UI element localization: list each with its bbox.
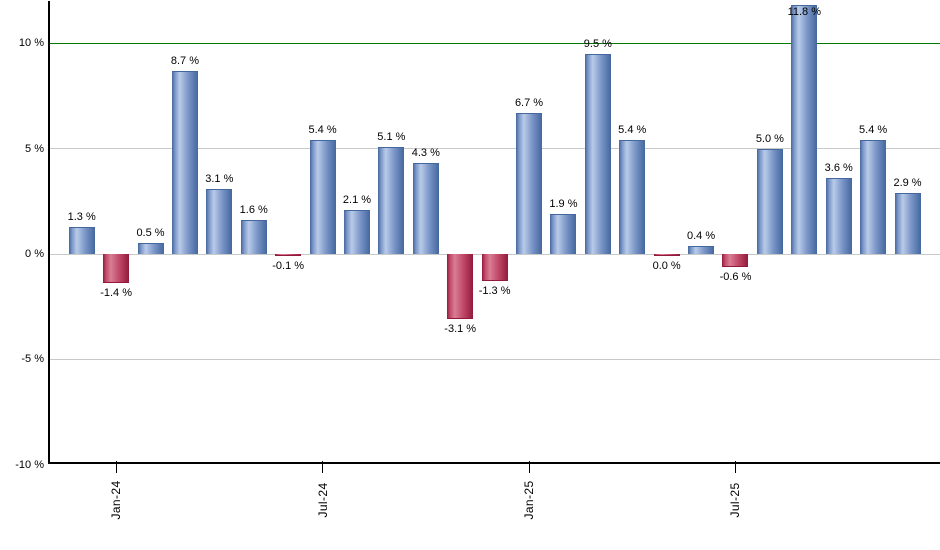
x-tick-label: Jan-25 bbox=[522, 480, 537, 520]
bar-positive bbox=[791, 5, 818, 254]
bar-negative bbox=[447, 254, 474, 320]
bar-positive bbox=[825, 178, 852, 254]
bar-positive bbox=[584, 53, 611, 254]
bar-value-label: 0.4 % bbox=[687, 229, 716, 242]
bar-positive bbox=[206, 188, 233, 254]
bar-positive bbox=[619, 140, 646, 254]
bar-value-label: 1.6 % bbox=[239, 204, 268, 217]
bar-value-label: 9.5 % bbox=[583, 37, 612, 50]
bar-positive bbox=[894, 192, 921, 254]
bar-value-label: 1.9 % bbox=[549, 197, 578, 210]
bar-negative bbox=[103, 254, 130, 284]
y-tick-label: 10 % bbox=[18, 37, 44, 50]
bar-value-label: 8.7 % bbox=[170, 54, 199, 67]
y-tick-label: -10 % bbox=[15, 458, 44, 471]
bar-positive bbox=[412, 163, 439, 254]
threshold-line bbox=[49, 42, 940, 45]
bar-value-label: 11.8 % bbox=[787, 6, 822, 18]
y-tick-label: -5 % bbox=[21, 353, 44, 366]
bar-value-label: 6.7 % bbox=[514, 96, 544, 109]
bar-value-label: 4.3 % bbox=[411, 147, 440, 160]
x-tick bbox=[528, 461, 530, 473]
y-tick-label: 5 % bbox=[25, 142, 44, 155]
bar-value-label: 0.0 % bbox=[652, 259, 681, 272]
x-tick-label: Jan-24 bbox=[109, 480, 124, 520]
bar-positive bbox=[756, 148, 783, 254]
bar-value-label: 5.1 % bbox=[377, 130, 406, 143]
bar-negative bbox=[653, 254, 680, 256]
bar-positive bbox=[688, 245, 715, 254]
bar-positive bbox=[137, 243, 164, 254]
y-axis-line bbox=[48, 1, 50, 464]
bar-value-label: -1.4 % bbox=[100, 287, 132, 300]
bar-positive bbox=[309, 140, 336, 254]
bar-positive bbox=[68, 226, 95, 254]
bar-positive bbox=[516, 112, 543, 254]
y-tick-label: 0 % bbox=[25, 248, 44, 260]
bar-value-label: 3.1 % bbox=[205, 172, 234, 185]
bar-value-label: 5.4 % bbox=[859, 124, 888, 137]
bar-value-label: -1.3 % bbox=[478, 285, 511, 298]
bar-positive bbox=[860, 140, 887, 254]
bar-value-label: 0.5 % bbox=[136, 227, 165, 240]
bar-value-label: 1.3 % bbox=[67, 210, 96, 223]
bar-value-label: 2.1 % bbox=[342, 193, 372, 206]
bar-value-label: 5.0 % bbox=[755, 132, 784, 145]
bar-negative bbox=[481, 254, 508, 282]
bar-positive bbox=[378, 146, 405, 254]
bar-positive bbox=[343, 209, 370, 254]
bar-positive bbox=[171, 70, 198, 254]
bar-negative bbox=[722, 254, 749, 267]
bar-value-label: -3.1 % bbox=[444, 323, 477, 336]
bar-value-label: -0.1 % bbox=[272, 260, 305, 273]
bar-positive bbox=[550, 213, 577, 254]
y-gridline bbox=[49, 148, 940, 150]
y-gridline bbox=[49, 358, 940, 360]
x-tick bbox=[734, 461, 736, 473]
x-tick-label: Jul-24 bbox=[315, 482, 330, 518]
bar-negative bbox=[275, 254, 302, 257]
bar-value-label: -0.6 % bbox=[719, 270, 752, 283]
bar-value-label: 5.4 % bbox=[618, 124, 647, 137]
bar-value-label: 2.9 % bbox=[893, 176, 922, 189]
bar-positive bbox=[240, 220, 267, 254]
x-axis-line bbox=[48, 462, 940, 464]
bar-value-label: 5.4 % bbox=[308, 124, 337, 137]
x-tick bbox=[115, 461, 117, 473]
x-tick bbox=[322, 461, 324, 473]
x-tick-label: Jul-25 bbox=[728, 482, 743, 518]
bar-value-label: 3.6 % bbox=[824, 162, 853, 175]
